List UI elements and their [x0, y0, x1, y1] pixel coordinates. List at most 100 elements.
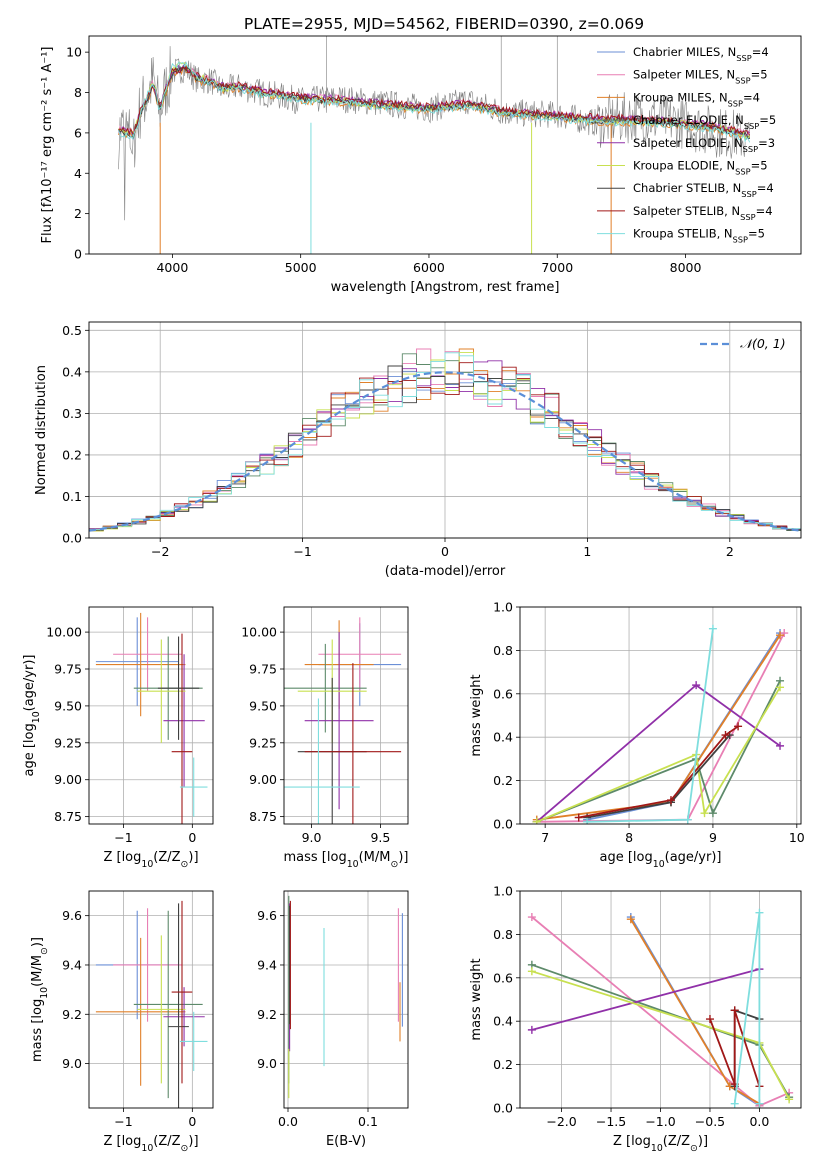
legend-label: Salpeter MILES, NSSP=5: [633, 68, 768, 86]
panel-mass-age: 9.0 9.5 8.75 9.00 9.25 9.50 9.75 10.00 mass [log…: [241, 606, 409, 870]
y-axis-label: Flux [fλ10⁻¹⁷ erg cm⁻² s⁻¹ A⁻¹]: [40, 47, 55, 244]
panel-age-weight: 7 8 9 10 0.0 0.2 0.4 0.6 0.8 1.0 age [log10(age/yr…: [469, 600, 805, 870]
legend: Chabrier MILES, NSSP=4 Salpeter MILES, NS…: [597, 45, 776, 245]
histogram-step-5: [89, 352, 801, 532]
weight-line-2: [536, 634, 781, 821]
axes-frame: [88, 35, 802, 255]
x-tick-label: 0.0: [749, 1114, 769, 1129]
plot-area: [288, 895, 403, 1099]
panel-ebv-mass: 0.0 0.1 9.0 9.2 9.4 9.6 E(B-V): [257, 890, 409, 1149]
y-tick-label: 4: [74, 166, 82, 181]
plot-area: [118, 36, 751, 254]
y-tick-label: 0.3: [62, 406, 82, 421]
weight-line-5: [536, 686, 781, 823]
y-tick-label: 9.6: [62, 908, 82, 923]
y-axis-label: age [log10(age/yr)]: [22, 655, 42, 777]
y-tick-label: 0.0: [493, 1101, 513, 1116]
marker-plus: [527, 967, 536, 976]
model-line-2: [118, 66, 750, 140]
y-tick-label: 0.6: [493, 970, 513, 985]
marker-plus: [708, 809, 717, 818]
y-tick-label: 9.25: [249, 735, 277, 750]
y-tick-label: 1.0: [493, 600, 513, 615]
marker-plus: [730, 1099, 739, 1108]
x-tick-label: 0: [188, 830, 196, 845]
x-axis-label: mass [log10(M/M⊙)]: [284, 850, 409, 870]
x-tick-label: 9.5: [370, 830, 390, 845]
panel-residuals: −2 −1 0 1 2 0.0 0.1 0.2 0.3 0.4 0.5 (data-model)/er…: [34, 321, 802, 579]
x-tick-label: 9: [709, 830, 717, 845]
x-tick-label: 1: [583, 544, 591, 559]
legend-label: 𝒩(0, 1): [740, 336, 786, 351]
plot-area: [532, 624, 789, 824]
x-tick-label: 7000: [541, 260, 573, 275]
y-tick-label: 9.00: [249, 772, 277, 787]
marker-plus: [683, 815, 692, 824]
marker-plus: [692, 681, 701, 690]
legend-label: Salpeter ELODIE, NSSP=3: [633, 136, 775, 154]
y-tick-label: 0.0: [493, 817, 513, 832]
y-tick-label: 9.00: [54, 772, 82, 787]
marker-plus: [780, 629, 789, 638]
marker-plus: [721, 731, 730, 740]
plot-area: [89, 348, 801, 532]
marker-plus: [705, 1015, 714, 1024]
x-tick-label: 9.0: [302, 830, 322, 845]
plot-area: [527, 908, 794, 1108]
x-tick-label: −1: [293, 544, 311, 559]
x-tick-label: 4000: [156, 260, 188, 275]
y-tick-label: 9.6: [257, 908, 277, 923]
axes-frame: [283, 606, 409, 825]
marker-plus: [574, 813, 583, 822]
x-tick-label: 8: [625, 830, 633, 845]
y-axis-label: mass weight: [469, 958, 484, 1040]
histogram-step-6: [89, 365, 801, 531]
y-tick-label: 8: [74, 85, 82, 100]
y-axis-label: mass weight: [469, 674, 484, 756]
marker-plus: [785, 1095, 794, 1104]
legend-label: Kroupa MILES, NSSP=4: [633, 90, 760, 108]
x-tick-label: −2.0: [546, 1114, 576, 1129]
marker-plus: [776, 631, 785, 640]
marker-plus: [527, 913, 536, 922]
x-tick-label: −1.0: [645, 1114, 675, 1129]
axes-frame: [283, 890, 409, 1109]
y-tick-label: 9.4: [62, 957, 82, 972]
x-tick-label: −1.5: [596, 1114, 626, 1129]
marker-plus: [583, 817, 592, 824]
axes-frame: [88, 321, 802, 539]
x-tick-label: −1: [114, 1114, 132, 1129]
marker-plus: [776, 741, 785, 750]
model-line-5: [118, 61, 751, 140]
x-axis-label: age [log10(age/yr)]: [600, 850, 722, 870]
weight-line-1: [536, 632, 785, 823]
legend-label: Kroupa ELODIE, NSSP=5: [633, 159, 768, 177]
y-tick-label: 10: [66, 45, 82, 60]
y-tick-label: 9.4: [257, 957, 277, 972]
y-tick-label: 0: [74, 247, 82, 262]
axes-frame: [88, 890, 214, 1109]
y-tick-label: 9.2: [257, 1007, 277, 1022]
x-tick-label: 0.1: [358, 1114, 378, 1129]
panel-z-mass: −1 0 9.0 9.2 9.4 9.6 Z [log10(Z/Z⊙)] mass [log1…: [30, 890, 214, 1154]
legend-label: Kroupa STELIB, NSSP=5: [633, 227, 765, 245]
axes-frame: [519, 606, 802, 825]
x-axis-label: Z [log10(Z/Z⊙)]: [103, 850, 198, 870]
x-axis-label: (data-model)/error: [385, 564, 506, 579]
legend-label: Chabrier STELIB, NSSP=4: [633, 181, 774, 199]
x-tick-label: 10: [789, 830, 805, 845]
y-tick-label: 9.25: [54, 735, 82, 750]
y-tick-label: 0.4: [62, 364, 82, 379]
x-axis-label: wavelength [Angstrom, rest frame]: [331, 280, 560, 295]
y-tick-label: 0.2: [493, 773, 513, 788]
x-axis-label: Z [log10(Z/Z⊙)]: [103, 1134, 198, 1154]
y-tick-label: 8.75: [249, 809, 277, 824]
y-axis-label: Normed distribution: [34, 365, 49, 495]
marker-plus: [755, 1099, 764, 1108]
marker-plus: [708, 624, 717, 633]
panel-z-age: −1 0 8.75 9.00 9.25 9.50 9.75 10.00 Z [log10(Z/Z…: [22, 606, 214, 870]
y-tick-label: 0.5: [62, 323, 82, 338]
y-axis-label: mass [log10(M/M⊙)]: [30, 937, 50, 1062]
legend-label: Chabrier ELODIE, NSSP=5: [633, 113, 776, 131]
